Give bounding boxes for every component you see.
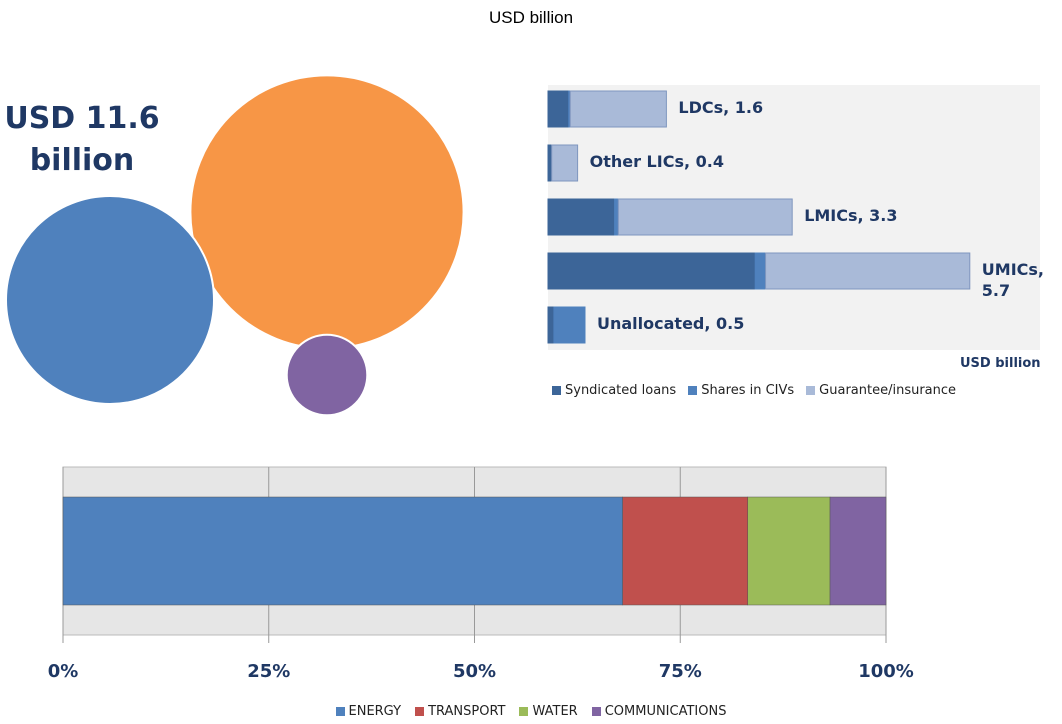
legend-label: ENERGY (348, 704, 402, 719)
legend-swatch (335, 707, 345, 716)
legend-swatch (552, 386, 561, 395)
bar-segment (747, 496, 831, 606)
total-annotation: USD 11.6 billion (4, 101, 160, 178)
x-tick-label: 25% (247, 661, 291, 682)
legend: ENERGY TRANSPORT WATER COMMUNICATIONS (335, 704, 727, 719)
bubble-label (225, 75, 430, 348)
bubble (5, 195, 215, 405)
bar-segment (553, 306, 586, 344)
legend-item: Guarantee/insurance (806, 383, 956, 398)
legend-item: COMMUNICATIONS (591, 704, 727, 719)
legend-item: TRANSPORT (415, 704, 505, 719)
legend-item: WATER (519, 704, 578, 719)
legend-swatch (688, 386, 698, 395)
bar-segment (569, 90, 667, 128)
legend-swatch (591, 707, 601, 716)
bar-label: Other LICs, 0.4 (589, 152, 724, 171)
legend-swatch (806, 386, 816, 395)
bar-label: UMICs, 5.7 (981, 260, 1045, 300)
bar-segment (547, 306, 555, 344)
x-axis-label: USD billion (960, 356, 1041, 371)
x-tick-label: 75% (658, 661, 702, 682)
x-tick-label: 100% (858, 661, 914, 682)
bubble-label (297, 335, 357, 416)
bar-segment (62, 496, 623, 606)
bar-segment (551, 144, 579, 182)
bar-segment (829, 496, 887, 606)
legend-swatch (415, 707, 425, 716)
bar-segment (754, 252, 767, 290)
legend-label: COMMUNICATIONS (604, 704, 727, 719)
bar-segment (547, 198, 616, 236)
bar-segment (547, 144, 553, 182)
legend-item: Shares in CIVs (688, 383, 794, 398)
bar-segment (765, 252, 971, 290)
legend-swatch (519, 707, 529, 716)
legend-label: Syndicated loans (565, 383, 677, 398)
bubble (285, 333, 369, 417)
legend-label: WATER (532, 704, 578, 719)
legend-label: Shares in CIVs (701, 383, 795, 398)
bar-segment (547, 90, 570, 128)
bubble-label (32, 196, 188, 404)
legend-label: TRANSPORT (428, 704, 506, 719)
bar-segment (614, 198, 619, 236)
bar-segment (617, 198, 793, 236)
x-tick-label: 0% (47, 661, 79, 682)
legend-item: Syndicated loans (552, 383, 676, 398)
x-tick-label: 50% (452, 661, 497, 682)
bar-label: LMICs, 3.3 (804, 206, 898, 225)
chart-title: USD billion (488, 8, 574, 27)
legend-label: Guarantee/insurance (819, 383, 957, 398)
legend: Syndicated loans Shares in CIVs Guarantee/… (552, 383, 956, 398)
bar-label: LDCs, 1.6 (678, 98, 764, 117)
bar-label: Unallocated, 0.5 (597, 314, 745, 333)
bar-segment (547, 252, 756, 290)
legend-item: ENERGY (335, 704, 402, 719)
bar-segment (622, 496, 748, 606)
